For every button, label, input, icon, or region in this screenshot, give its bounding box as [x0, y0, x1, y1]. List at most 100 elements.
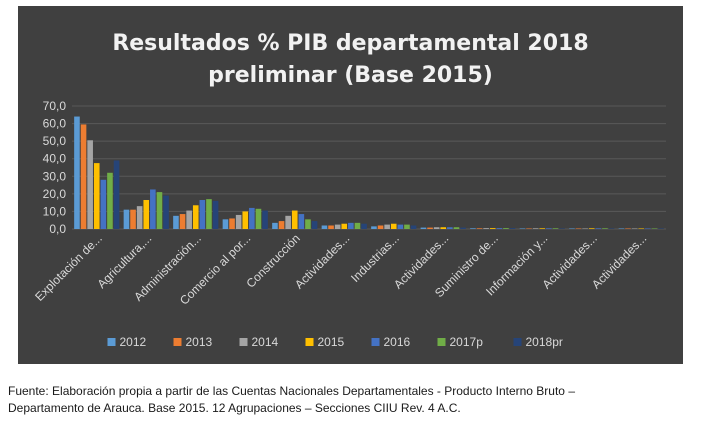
bar-2015: [390, 223, 397, 229]
bar-2018pr: [163, 195, 169, 229]
y-tick-label: 50,0: [43, 134, 67, 148]
bar-2013: [278, 221, 285, 229]
y-tick-label: 0,0: [49, 222, 66, 236]
bar-2016: [100, 179, 107, 229]
bar-2012: [618, 228, 625, 229]
legend-swatch-2018pr: [513, 338, 522, 346]
bar-2015: [489, 228, 496, 229]
chart-title-line-2: preliminar (Base 2015): [208, 63, 493, 88]
bar-2014: [334, 224, 341, 229]
bar-2016: [496, 228, 503, 229]
bar-2015: [539, 228, 546, 229]
legend-label-2014: 2014: [252, 335, 279, 349]
legend-swatch-2017p: [437, 338, 446, 346]
bar-2013: [526, 228, 532, 229]
bar-2012: [222, 219, 229, 229]
bar-2017p: [404, 224, 410, 229]
bar-2014: [186, 210, 192, 229]
bar-2016: [645, 228, 651, 229]
y-tick-label: 70,0: [43, 99, 67, 113]
y-tick-label: 40,0: [43, 152, 67, 166]
bar-2017p: [552, 228, 559, 229]
bar-2014: [483, 228, 489, 229]
bar-2012: [123, 209, 130, 229]
bar-2015: [192, 205, 199, 229]
bar-2017p: [255, 208, 262, 229]
bar-2012: [321, 225, 328, 229]
bar-2017p: [156, 192, 163, 229]
bar-2015: [143, 200, 150, 229]
bar-2017p: [503, 228, 509, 229]
bar-2013: [328, 225, 334, 229]
bar-2017p: [651, 228, 658, 229]
bar-2016: [348, 222, 354, 229]
bar-2018pr: [509, 228, 516, 229]
bar-2013: [476, 228, 483, 229]
bar-2012: [74, 116, 80, 229]
bar-2016: [249, 207, 255, 229]
bar-2017p: [206, 199, 212, 229]
bar-2017p: [602, 228, 608, 229]
bar-2013: [229, 218, 235, 229]
chart-background: [18, 6, 683, 364]
bar-2012: [569, 228, 575, 229]
bar-2013: [179, 214, 186, 229]
y-tick-label: 20,0: [43, 187, 67, 201]
bar-2015: [638, 228, 645, 229]
legend-swatch-2012: [107, 338, 116, 346]
bar-2016: [546, 228, 552, 229]
bar-2014: [631, 228, 638, 229]
bar-2018pr: [113, 160, 120, 229]
bar-2018pr: [262, 210, 268, 229]
bar-2014: [582, 228, 588, 229]
bar-2012: [470, 228, 476, 229]
bar-2012: [371, 226, 377, 229]
bar-2016: [447, 227, 453, 229]
y-tick-label: 10,0: [43, 204, 67, 218]
bar-2014: [384, 224, 390, 229]
legend-label-2012: 2012: [120, 335, 147, 349]
bar-2013: [130, 209, 136, 229]
bar-2015: [242, 211, 249, 229]
bar-2015: [440, 227, 447, 229]
bar-2014: [87, 140, 93, 229]
bar-2018pr: [212, 200, 219, 229]
bar-2017p: [453, 227, 460, 229]
bar-2015: [341, 223, 348, 229]
bar-2014: [532, 228, 539, 229]
bar-2017p: [305, 219, 311, 229]
bar-2018pr: [361, 223, 367, 229]
bar-2013: [625, 228, 631, 229]
legend-label-2016: 2016: [384, 335, 411, 349]
bar-2012: [173, 215, 179, 229]
bar-2014: [285, 215, 291, 229]
bar-2013: [377, 225, 384, 229]
bar-2016: [298, 214, 305, 229]
legend-label-2018pr: 2018pr: [526, 335, 563, 349]
bar-2018pr: [410, 225, 417, 229]
bar-2015: [588, 228, 595, 229]
bar-2016: [595, 228, 602, 229]
legend-swatch-2015: [305, 338, 314, 346]
legend-swatch-2013: [173, 338, 182, 346]
bar-2016: [150, 189, 156, 229]
legend-label-2015: 2015: [318, 335, 345, 349]
chart-title-line-1: Resultados % PIB departamental 2018: [112, 31, 588, 56]
bar-2017p: [354, 222, 361, 229]
bar-2014: [235, 214, 242, 229]
bar-2018pr: [559, 228, 565, 229]
bar-2012: [420, 227, 427, 229]
bar-2017p: [107, 172, 113, 229]
y-tick-label: 60,0: [43, 117, 67, 131]
bar-2018pr: [311, 221, 318, 229]
bar-2013: [575, 228, 582, 229]
legend-label-2017p: 2017p: [450, 335, 484, 349]
bar-2012: [272, 222, 278, 229]
bar-2015: [93, 163, 100, 229]
bar-2014: [433, 227, 440, 229]
bar-2018pr: [608, 228, 615, 229]
bar-2016: [199, 200, 206, 229]
bar-2018pr: [460, 227, 466, 229]
bar-2012: [519, 228, 526, 229]
legend-swatch-2016: [371, 338, 380, 346]
